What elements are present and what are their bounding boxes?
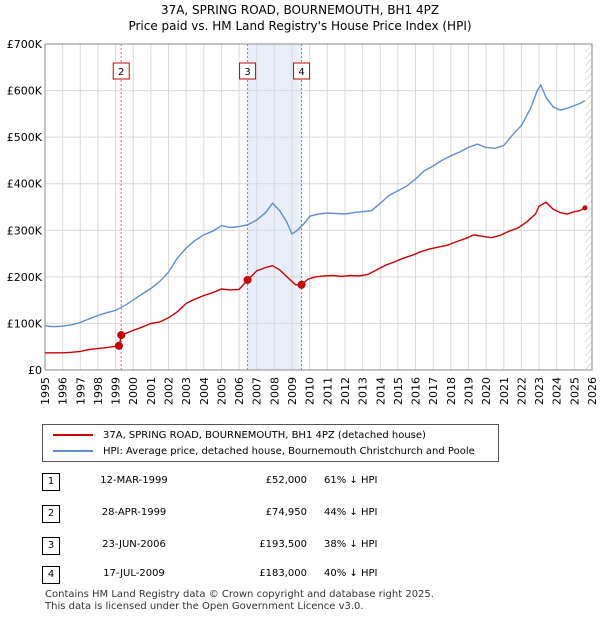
price-chart: 2 3 4 £0 £100K £200K £300K £400K £500K £600K £700K…: [7, 38, 599, 405]
x-tick-label: 1998: [92, 377, 105, 405]
transaction-point: [117, 331, 126, 340]
transaction-number: 1: [42, 473, 60, 491]
transaction-row: 1 12-MAR-1999 £52,000 61% ↓ HPI: [42, 473, 442, 493]
x-tick-label: 2016: [410, 377, 423, 405]
transaction-number: 2: [42, 505, 60, 523]
legend-label-property: 37A, SPRING ROAD, BOURNEMOUTH, BH1 4PZ (…: [103, 429, 426, 441]
y-tick-label: £700K: [7, 38, 43, 51]
x-tick-label: 2013: [357, 377, 370, 405]
x-tick-label: 2011: [321, 377, 334, 405]
hpi-line: [44, 83, 586, 328]
x-tick-label: 2001: [145, 377, 158, 405]
x-tick-label: 2006: [233, 377, 246, 405]
transaction-point: [297, 280, 306, 289]
transaction-number-marker: 2: [112, 62, 130, 80]
latest-point: [582, 205, 588, 211]
x-tick-label: 2007: [251, 377, 264, 405]
transaction-price: £193,500: [259, 539, 307, 550]
transaction-price: £52,000: [265, 475, 307, 486]
future-hatch: [584, 44, 592, 370]
transaction-hpi-diff: 40% ↓ HPI: [324, 568, 378, 579]
x-tick-label: 2019: [462, 377, 475, 405]
y-tick-label: £0: [28, 364, 42, 377]
x-tick-label: 2017: [427, 377, 440, 405]
x-tick-label: 2004: [198, 377, 211, 405]
x-tick-label: 2010: [304, 377, 317, 405]
x-tick-label: 1996: [57, 377, 70, 405]
x-tick-label: 2018: [445, 377, 458, 405]
x-tick-label: 2025: [568, 377, 581, 405]
x-tick-label: 2020: [480, 377, 493, 405]
x-tick-label: 2026: [586, 377, 599, 405]
x-tick-label: 2014: [374, 377, 387, 405]
x-tick-label: 2021: [498, 377, 511, 405]
property-price-line: [45, 201, 586, 354]
legend-line-hpi: [53, 450, 93, 452]
footer-copyright: Contains HM Land Registry data © Crown c…: [45, 589, 434, 600]
legend-line-property: [53, 434, 93, 436]
y-tick-label: £500K: [7, 131, 43, 144]
x-tick-label: 2002: [163, 377, 176, 405]
x-tick-label: 2024: [551, 377, 564, 405]
transaction-date: 17-JUL-2009: [103, 568, 165, 579]
x-tick-label: 2022: [515, 377, 528, 405]
x-tick-label: 2003: [180, 377, 193, 405]
legend-label-hpi: HPI: Average price, detached house, Bour…: [103, 445, 475, 457]
x-tick-label: 1999: [110, 377, 123, 405]
y-tick-label: £200K: [7, 271, 43, 284]
chart-subtitle: Price paid vs. HM Land Registry's House …: [128, 19, 472, 33]
y-tick-label: £600K: [7, 85, 43, 98]
chart-legend: 37A, SPRING ROAD, BOURNEMOUTH, BH1 4PZ (…: [42, 424, 499, 462]
transaction-date: 28-APR-1999: [101, 507, 167, 518]
x-tick-label: 1995: [39, 377, 52, 405]
transaction-price: £183,000: [259, 568, 307, 579]
transaction-row: 3 23-JUN-2006 £193,500 38% ↓ HPI: [42, 537, 442, 557]
legend-item-property: 37A, SPRING ROAD, BOURNEMOUTH, BH1 4PZ (…: [53, 427, 426, 443]
transaction-row: 2 28-APR-1999 £74,950 44% ↓ HPI: [42, 505, 442, 525]
transaction-hpi-diff: 44% ↓ HPI: [324, 507, 378, 518]
transaction-number: 3: [42, 537, 60, 555]
x-tick-label: 2009: [286, 377, 299, 405]
transaction-point: [114, 341, 123, 350]
y-tick-label: £100K: [7, 317, 43, 330]
y-tick-label: £300K: [7, 224, 43, 237]
x-tick-label: 1997: [74, 377, 87, 405]
footer-licence: This data is licensed under the Open Gov…: [45, 601, 364, 612]
y-tick-label: £400K: [7, 178, 43, 191]
transaction-date: 23-JUN-2006: [102, 539, 166, 550]
transaction-point: [243, 275, 252, 284]
x-tick-label: 2023: [533, 377, 546, 405]
transaction-number-marker: 3: [239, 62, 257, 80]
transaction-number: 4: [42, 566, 60, 584]
transaction-hpi-diff: 61% ↓ HPI: [324, 475, 378, 486]
transaction-number-marker: 4: [293, 62, 311, 80]
chart-title: 37A, SPRING ROAD, BOURNEMOUTH, BH1 4PZ: [160, 3, 440, 17]
transaction-hpi-diff: 38% ↓ HPI: [324, 539, 378, 550]
marker-box: [293, 62, 311, 80]
x-tick-label: 2015: [392, 377, 405, 405]
marker-box: [239, 62, 257, 80]
transaction-row: 4 17-JUL-2009 £183,000 40% ↓ HPI: [42, 566, 442, 586]
x-tick-label: 2012: [339, 377, 352, 405]
marker-box: [112, 62, 130, 80]
transaction-price: £74,950: [265, 507, 307, 518]
plot-frame: [44, 43, 593, 371]
marker-label: 2: [118, 67, 124, 78]
x-tick-label: 2000: [127, 377, 140, 405]
marker-label: 3: [244, 67, 250, 78]
x-tick-label: 2005: [215, 377, 228, 405]
transaction-date: 12-MAR-1999: [100, 475, 168, 486]
x-tick-label: 2008: [268, 377, 281, 405]
marker-label: 4: [298, 67, 304, 78]
legend-item-hpi: HPI: Average price, detached house, Bour…: [53, 443, 475, 459]
